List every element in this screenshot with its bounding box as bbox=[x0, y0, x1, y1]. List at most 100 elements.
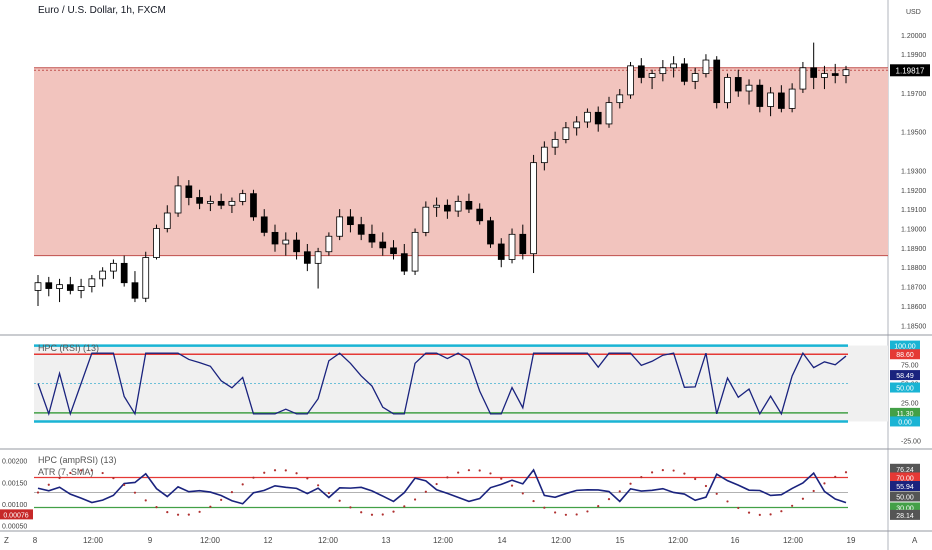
atr-dot bbox=[672, 469, 675, 472]
atr-dot bbox=[704, 484, 708, 488]
rsi-badge bbox=[890, 349, 920, 360]
candle-body bbox=[433, 204, 440, 208]
candle-body bbox=[271, 231, 279, 245]
time-axis-label: 12:00 bbox=[433, 536, 454, 545]
atr-dot bbox=[801, 497, 805, 500]
ampsi-badge-label: 30.00 bbox=[896, 505, 914, 512]
rsi-line bbox=[37, 351, 847, 417]
candle-body bbox=[357, 224, 365, 235]
ampsi-panel-title: HPC (ampRSI) (13) bbox=[38, 455, 117, 465]
candle-body bbox=[777, 92, 785, 109]
rsi-band-fill bbox=[34, 345, 888, 422]
candle-body bbox=[551, 139, 559, 148]
candle-body bbox=[99, 270, 107, 280]
candle-body bbox=[379, 241, 387, 249]
candle-body bbox=[153, 228, 160, 258]
atr-dot bbox=[607, 498, 611, 501]
time-axis-label: 12:00 bbox=[83, 536, 104, 545]
atr-dot bbox=[47, 483, 50, 486]
candle-body bbox=[293, 239, 300, 253]
price-tick-label: 1.19300 bbox=[901, 168, 926, 175]
ampsi-tick-label: 0.00200 bbox=[2, 459, 27, 466]
time-axis-label: 12:00 bbox=[200, 536, 221, 545]
candle-body bbox=[131, 282, 139, 299]
time-axis-label: 12:00 bbox=[318, 536, 339, 545]
candle-body bbox=[174, 185, 182, 214]
atr-dot bbox=[187, 513, 190, 516]
atr-dot bbox=[597, 504, 600, 508]
candle-body bbox=[260, 216, 268, 233]
atr-dot bbox=[758, 513, 761, 516]
rsi-badge-label: 88.60 bbox=[896, 352, 914, 359]
price-tick-label: 1.19500 bbox=[901, 130, 926, 137]
atr-dot bbox=[381, 513, 384, 516]
rsi-badge bbox=[890, 382, 920, 393]
candle-body bbox=[336, 216, 344, 237]
candle-body bbox=[282, 239, 290, 245]
atr-dot bbox=[769, 513, 772, 516]
atr-dot bbox=[166, 510, 169, 514]
candle-body bbox=[303, 251, 311, 264]
atr-dot bbox=[349, 506, 352, 509]
price-tick-label: 1.19700 bbox=[901, 91, 926, 98]
atr-dot bbox=[640, 476, 643, 479]
candle-body bbox=[454, 200, 462, 212]
atr-dot bbox=[737, 506, 740, 510]
candle-body bbox=[702, 59, 710, 74]
candle-body bbox=[842, 69, 850, 76]
price-axis-unit: USD bbox=[906, 9, 921, 16]
candle-body bbox=[648, 73, 656, 78]
candle-body bbox=[77, 286, 85, 291]
candle-body bbox=[56, 284, 63, 289]
candle-body bbox=[756, 84, 764, 107]
price-tick-label: 1.18600 bbox=[901, 304, 926, 311]
atr-dot bbox=[510, 484, 514, 487]
candle-body bbox=[627, 65, 634, 96]
time-axis-left-corner: Z bbox=[4, 536, 9, 545]
candle-body bbox=[88, 278, 96, 287]
candle-body bbox=[659, 67, 667, 74]
atr-dot bbox=[220, 498, 223, 501]
time-axis-label: 9 bbox=[148, 536, 153, 545]
ampsi-badge-label: 50.00 bbox=[896, 494, 914, 501]
candle-body bbox=[540, 146, 548, 164]
atr-dot bbox=[69, 471, 72, 475]
price-tick-label: 1.19100 bbox=[901, 207, 926, 214]
time-axis-label: 12:00 bbox=[668, 536, 689, 545]
atr-dot bbox=[317, 484, 320, 487]
candle-body bbox=[562, 127, 570, 140]
rsi-badge-label: 58.49 bbox=[896, 373, 914, 380]
rsi-badge bbox=[890, 416, 920, 427]
candle-body bbox=[605, 102, 613, 125]
ampsi-tick-label: 0.00050 bbox=[2, 524, 27, 531]
atr-dot bbox=[284, 469, 287, 472]
candle-body bbox=[400, 253, 408, 272]
ampsi-badge bbox=[890, 481, 920, 492]
atr-dot bbox=[413, 498, 417, 501]
ampsi-badge-label: 70.00 bbox=[896, 475, 914, 482]
candle-body bbox=[422, 206, 430, 233]
atr-dot bbox=[575, 513, 578, 516]
atr-dot bbox=[543, 506, 546, 509]
candle-body bbox=[411, 231, 419, 272]
rsi-badge-label: 50.00 bbox=[896, 386, 914, 393]
atr-dot bbox=[176, 513, 180, 516]
ampsi-badge-label: 55.94 bbox=[896, 484, 914, 491]
time-axis-label: 19 bbox=[847, 536, 856, 545]
ampsi-line bbox=[37, 468, 847, 505]
candle-body bbox=[519, 233, 527, 255]
atr-panel-title: ATR (7, SMA) bbox=[38, 467, 94, 477]
rsi-badge bbox=[890, 370, 920, 381]
atr-dot bbox=[650, 471, 654, 474]
candle-body bbox=[110, 262, 117, 272]
candle-body bbox=[637, 65, 645, 78]
atr-dot bbox=[661, 469, 664, 472]
atr-dot bbox=[392, 510, 395, 513]
ampsi-badge bbox=[890, 491, 920, 502]
candle-body bbox=[196, 197, 203, 204]
time-axis-label: 12:00 bbox=[783, 536, 804, 545]
candle-body bbox=[530, 162, 537, 255]
atr-dot bbox=[629, 482, 632, 485]
candle-body bbox=[314, 251, 322, 264]
